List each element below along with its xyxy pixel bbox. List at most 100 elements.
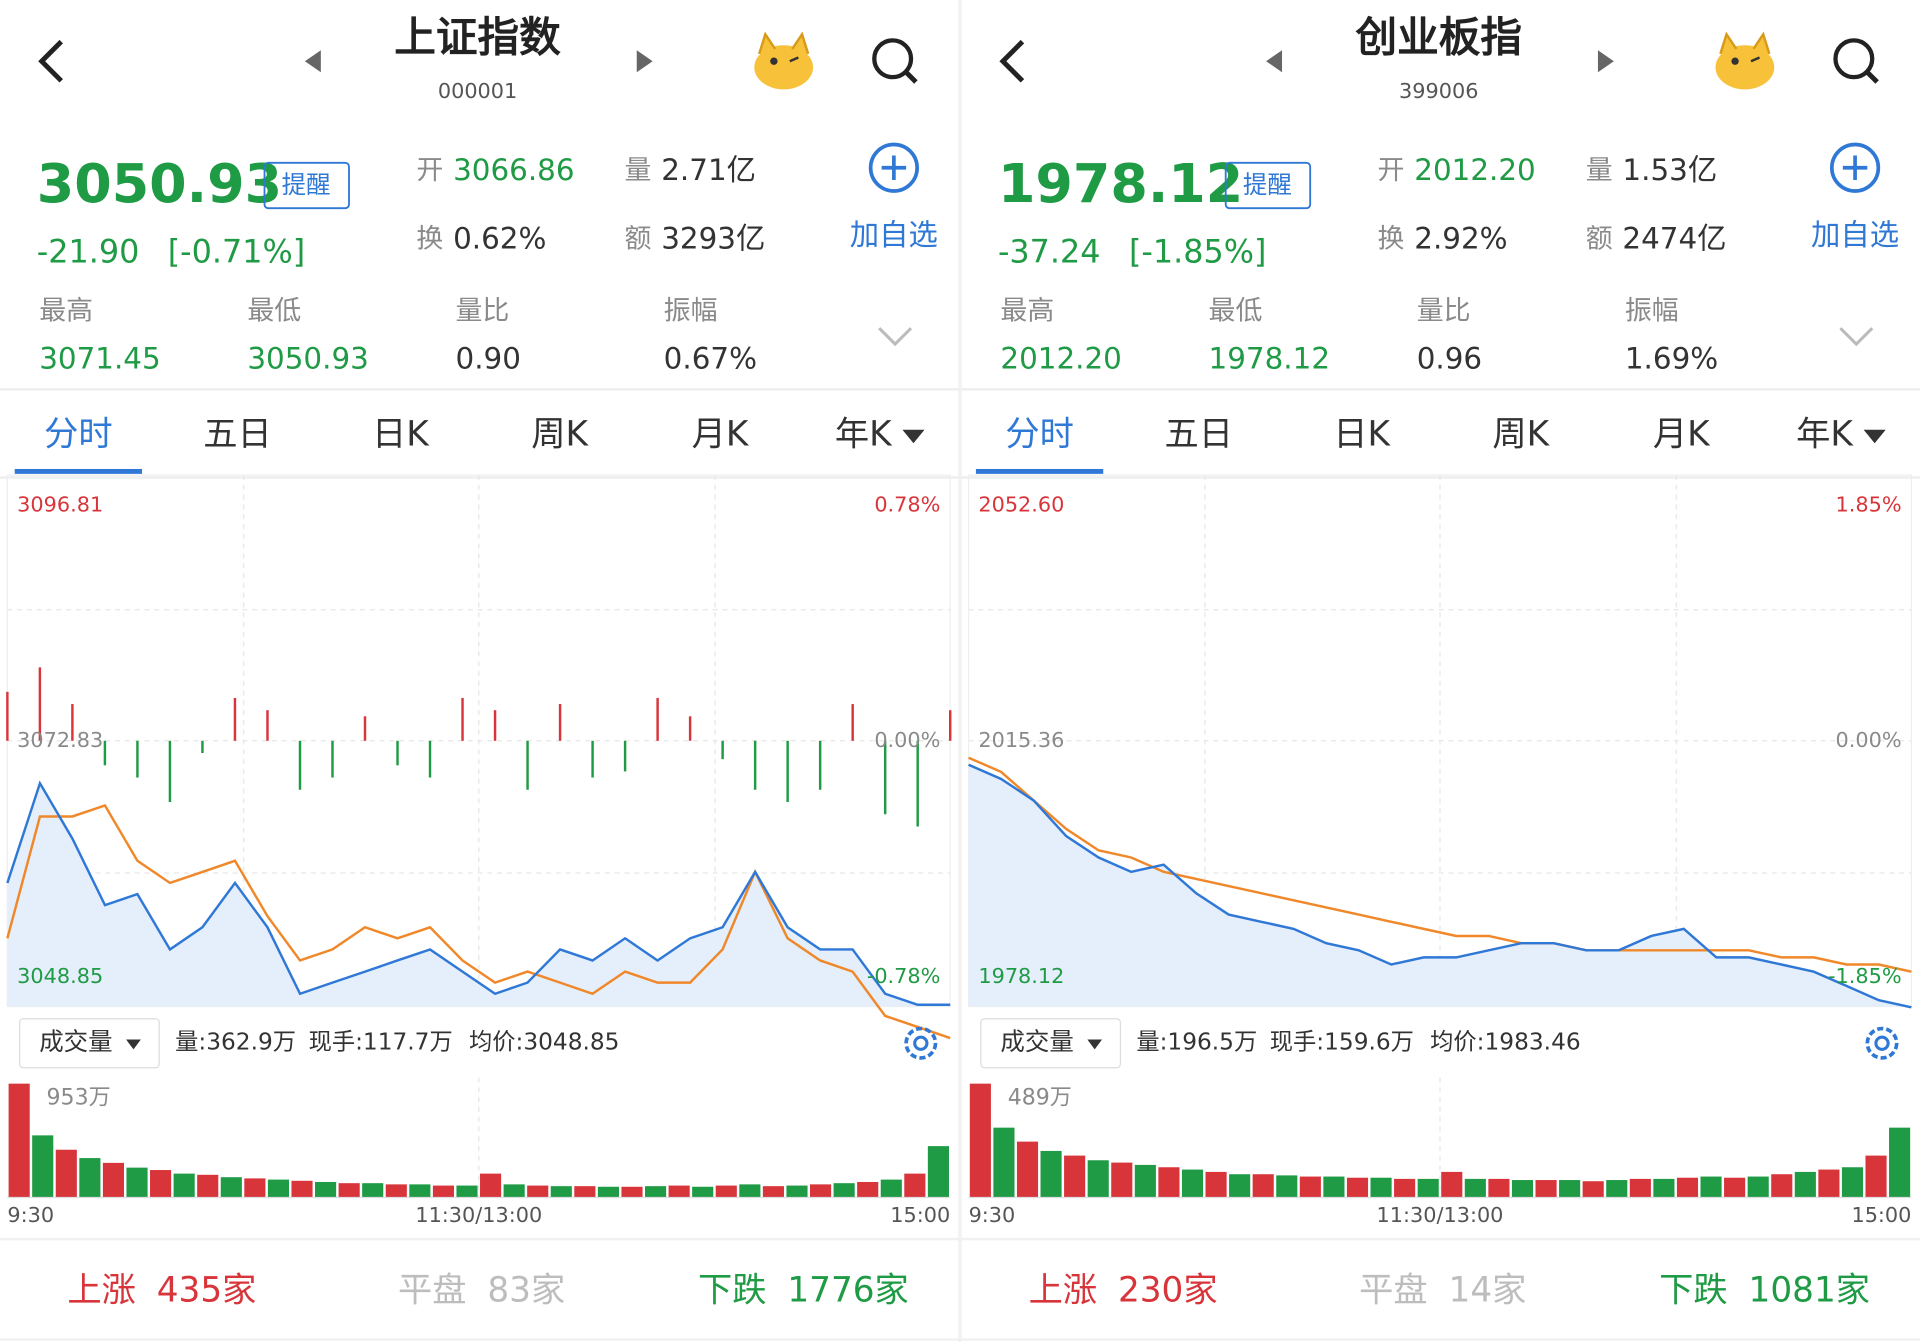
y-pct-label: 0.00%	[874, 728, 940, 752]
mascot-face	[1715, 45, 1775, 90]
y-label: 2015.36	[978, 728, 1064, 752]
period-tab[interactable]: 五日	[1165, 414, 1234, 454]
breadth-label: 平盘	[398, 1270, 467, 1310]
stat-label: 最低	[247, 296, 301, 327]
volume-bar	[574, 1186, 596, 1198]
time-label: 11:30/13:00	[1377, 1203, 1504, 1227]
prev-arrow[interactable]	[1266, 50, 1283, 73]
volume-select[interactable]	[19, 1018, 160, 1069]
volume-bar	[1794, 1171, 1816, 1198]
add-icon[interactable]	[868, 142, 919, 193]
mascot-icon[interactable]	[1715, 31, 1775, 90]
volume-bar	[1747, 1176, 1769, 1198]
y-pct-label: -1.85%	[1828, 964, 1902, 988]
tab-underline	[14, 468, 143, 474]
period-tab[interactable]: 五日	[203, 414, 272, 454]
alert-button[interactable]	[263, 161, 350, 210]
volume-bar	[362, 1183, 384, 1198]
period-tab[interactable]: 分时	[1005, 414, 1074, 454]
y-pct-label: 0.78%	[874, 493, 940, 517]
volume-bar	[927, 1146, 949, 1198]
next-arrow[interactable]	[1597, 50, 1614, 73]
expand-chevron[interactable]	[878, 327, 913, 347]
period-tab[interactable]: 日K	[1333, 414, 1391, 454]
volume-select[interactable]	[980, 1018, 1122, 1069]
volume-bar	[1535, 1180, 1557, 1198]
volume-bar	[55, 1149, 77, 1198]
mascot-icon[interactable]	[754, 31, 814, 90]
volume-bar	[150, 1170, 172, 1198]
volume-info: 现手:117.7万	[309, 1029, 453, 1056]
volume-bar	[762, 1186, 784, 1198]
price: 1978.12	[998, 152, 1243, 215]
period-tab[interactable]: 日K	[372, 414, 430, 454]
quote-value: 2.71亿	[661, 153, 756, 187]
add-icon[interactable]	[1829, 142, 1881, 193]
expand-chevron[interactable]	[1839, 327, 1874, 347]
volume-bar	[1417, 1178, 1439, 1198]
period-tab[interactable]: 分时	[44, 414, 113, 454]
volume-info: 均价:3048.85	[469, 1029, 619, 1056]
volume-info: 均价:1983.46	[1430, 1029, 1580, 1056]
volume-select-caret	[1087, 1039, 1103, 1050]
period-tab[interactable]: 月K	[692, 414, 750, 454]
volume-bar	[645, 1186, 667, 1198]
stat-label: 振幅	[664, 296, 718, 327]
next-arrow[interactable]	[636, 50, 653, 73]
add-watchlist: 加自选	[1811, 218, 1899, 252]
search-handle	[1865, 70, 1879, 84]
volume-bar	[621, 1186, 643, 1198]
volume-select-label: 成交量	[1000, 1027, 1073, 1056]
index-title: 创业板指	[1355, 12, 1523, 61]
volume-bar	[1181, 1169, 1204, 1198]
volume-bar	[480, 1173, 502, 1198]
volume-bar	[1700, 1176, 1722, 1198]
mascot-face	[754, 45, 814, 90]
quote-label: 换	[1378, 223, 1405, 254]
breadth-value: 1776家	[787, 1270, 908, 1310]
period-tab[interactable]: 月K	[1653, 414, 1711, 454]
period-tab[interactable]: 年K	[835, 414, 893, 454]
back-button[interactable]	[999, 39, 1025, 83]
stat-value: 0.96	[1417, 341, 1482, 375]
volume-bar	[385, 1184, 407, 1198]
stat-label: 量比	[456, 296, 510, 327]
stat-label: 量比	[1417, 296, 1471, 327]
period-tab[interactable]: 年K	[1796, 414, 1854, 454]
breadth-value: 14家	[1449, 1270, 1527, 1310]
period-tab[interactable]: 周K	[1492, 414, 1550, 454]
back-button[interactable]	[38, 39, 63, 83]
add-plus	[1842, 155, 1868, 180]
volume-bar	[32, 1135, 54, 1198]
stat-value: 3050.93	[247, 341, 368, 375]
volume-info: 现手:159.6万	[1270, 1029, 1414, 1056]
period-tab[interactable]: 周K	[531, 414, 589, 454]
volume-bar	[79, 1158, 101, 1198]
stat-value: 0.90	[456, 341, 521, 375]
volume-bar	[1464, 1178, 1486, 1198]
price: 3050.93	[37, 152, 282, 215]
time-label: 15:00	[1851, 1203, 1911, 1227]
alert-button[interactable]	[1224, 161, 1312, 210]
volume-bar	[810, 1184, 832, 1198]
mascot-ears	[758, 31, 810, 55]
quote-value: 3066.86	[453, 153, 574, 187]
stat-value: 1978.12	[1209, 341, 1330, 375]
tab-underline	[975, 468, 1104, 474]
avg-line	[968, 756, 1912, 973]
volume-bar	[1323, 1176, 1345, 1198]
prev-arrow[interactable]	[304, 50, 321, 73]
volume-bar	[1016, 1141, 1039, 1198]
search-icon[interactable]	[1833, 38, 1875, 80]
y-label: 3048.85	[17, 964, 103, 988]
volume-info: 量:196.5万	[1136, 1029, 1257, 1056]
search-icon[interactable]	[872, 38, 914, 80]
volume-bar	[173, 1173, 195, 1198]
quote-label: 量	[1586, 155, 1613, 186]
stat-value: 0.67%	[664, 341, 757, 375]
volume-bar	[432, 1185, 454, 1198]
quote-label: 换	[416, 223, 443, 254]
quote-label: 开	[1378, 155, 1405, 186]
stat-value: 3071.45	[39, 341, 160, 375]
